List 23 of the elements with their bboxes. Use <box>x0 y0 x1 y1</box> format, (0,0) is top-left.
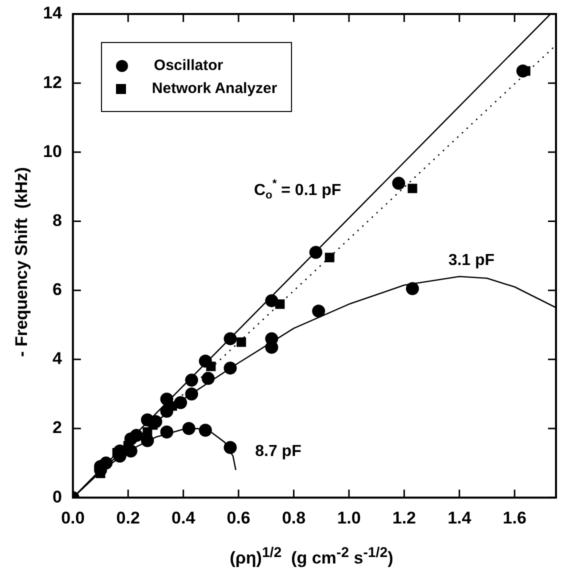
y-tick-label: 8 <box>52 210 62 230</box>
y-tick-label: 0 <box>52 487 62 506</box>
x-tick-label: 1.4 <box>448 508 472 528</box>
x-tick-label: 0.4 <box>172 508 196 528</box>
annotation: 3.1 pF <box>448 252 495 270</box>
x-tick-label: 1.2 <box>392 508 416 528</box>
y-axis-title: - Frequency Shift (kHz) <box>12 167 32 357</box>
x-axis-title: (ρη)$^{1/2}$ (g cm$^{-2}$ s$^{-1/2}$) <box>228 545 394 569</box>
x-tick-label: 1.0 <box>337 508 361 528</box>
x-tick-label: 0.6 <box>226 508 250 528</box>
x-tick-label: 0.8 <box>282 508 306 528</box>
y-tick-label: 4 <box>52 349 62 368</box>
x-tick-label: 0.2 <box>116 508 140 528</box>
legend-label: Network Analyzer <box>152 80 278 97</box>
y-tick-label: 14 <box>42 4 62 23</box>
annotation: 8.7 pF <box>255 443 302 460</box>
y-tick-label: 10 <box>42 142 62 161</box>
x-tick-label: 0.0 <box>61 508 85 528</box>
y-tick-label: 2 <box>52 418 62 438</box>
legend-label: Oscillator <box>154 57 224 74</box>
x-tick-label: 1.6 <box>502 508 526 528</box>
y-tick-label: 6 <box>52 280 62 300</box>
y-tick-label: 12 <box>42 72 62 92</box>
